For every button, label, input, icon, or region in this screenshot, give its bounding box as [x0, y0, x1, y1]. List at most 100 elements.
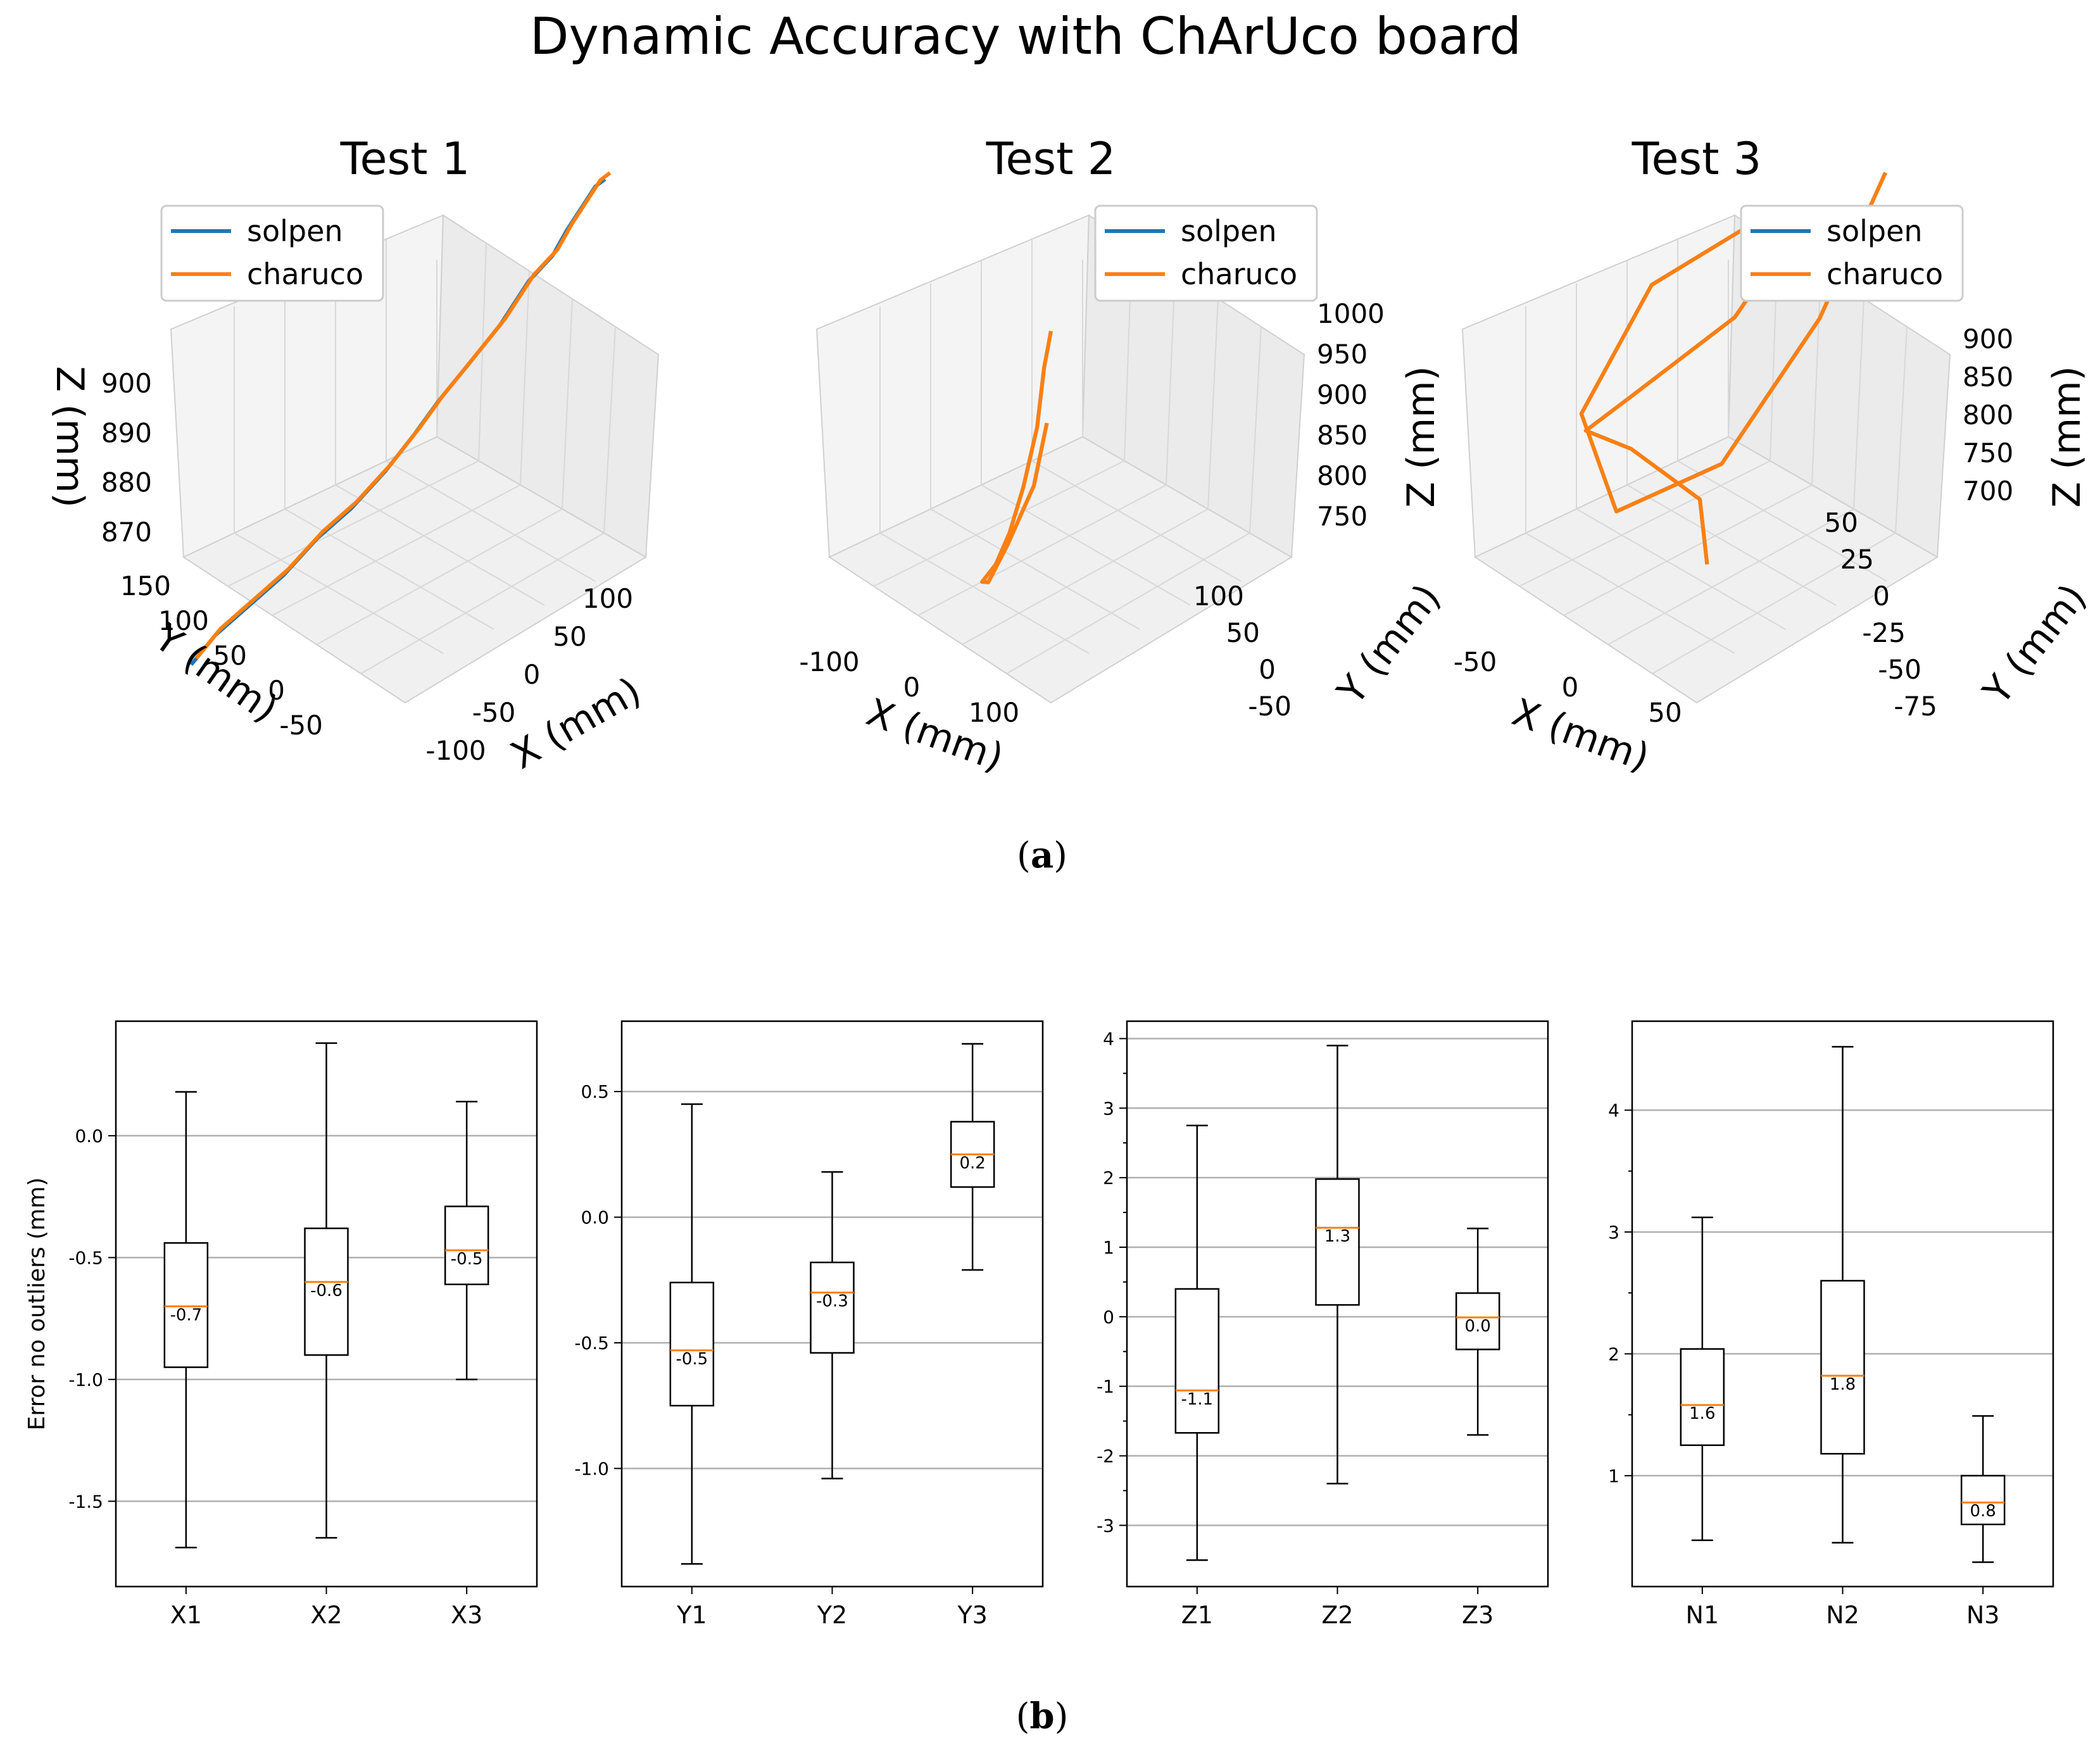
y-tick-label: 100 — [158, 605, 209, 636]
box-X1: -0.7 — [163, 1091, 209, 1549]
z-axis-label: Z (mm) — [47, 366, 92, 508]
caption-a: (a) — [1017, 834, 1067, 876]
z-tick-label: 800 — [1963, 399, 2013, 431]
z-axis-label: Z (mm) — [1399, 366, 1443, 508]
box-N3: 0.8 — [1960, 1415, 2006, 1563]
z-axis: 750 800 850 900 950 1000 Z (mm) — [1317, 298, 1443, 532]
boxplot-4: 1 2 3 4 1.6 N1 1.8 N2 0.8 N3 — [1608, 1020, 2054, 1629]
y-tick-label: 0 — [1103, 1307, 1114, 1328]
y-tick-label: -2 — [1097, 1446, 1114, 1467]
iqr-box — [669, 1281, 715, 1407]
x-tick-label: 0 — [903, 672, 921, 703]
box-Y3: 0.2 — [950, 1043, 995, 1271]
y-tick-label: 150 — [120, 570, 171, 601]
box-N2: 1.8 — [1820, 1046, 1865, 1544]
median-label: -0.6 — [310, 1281, 343, 1300]
x-tick-label: N3 — [1966, 1601, 2000, 1629]
x-tick-label: 0 — [1562, 672, 1579, 703]
x-tick-label: Z1 — [1181, 1601, 1213, 1629]
x-tick-label: -100 — [799, 646, 859, 677]
median-label: 1.6 — [1689, 1404, 1715, 1423]
y-tick-label: -75 — [1894, 691, 1937, 722]
panel-b-box-plots: -1.5 -1.0 -0.5 0.0 -0.7 X1 -0.6 X2 -0.5 X3 Error n… — [24, 1020, 2054, 1629]
panel-a-3d-plots: Test 1 solpen charuco 870 880 890 900 Z (mm) -10… — [47, 133, 2095, 780]
iqr-box — [1315, 1178, 1360, 1306]
y-tick-label: 50 — [213, 640, 247, 671]
z-tick-label: 700 — [1963, 475, 2013, 506]
figure-title: Dynamic Accuracy with ChArUco board — [530, 7, 1521, 66]
y-tick-label: 4 — [1103, 1028, 1114, 1049]
iqr-box — [444, 1205, 489, 1285]
x-tick-label: Y1 — [676, 1601, 707, 1629]
caption-b: (b) — [1016, 1695, 1069, 1737]
iqr-box — [1960, 1474, 2006, 1526]
median-label: -0.3 — [816, 1292, 848, 1311]
y-tick-label: 1 — [1608, 1466, 1619, 1487]
plot3d-title: Test 1 — [340, 133, 470, 185]
y-tick-label: 0 — [1259, 654, 1276, 685]
y-tick-label: -50 — [279, 710, 323, 741]
y-tick-label: 0.0 — [581, 1207, 609, 1228]
x-tick-label: 100 — [582, 583, 633, 614]
z-axis: 700 750 800 850 900 Z (mm) — [1963, 324, 2089, 508]
median-label: -0.5 — [676, 1350, 708, 1369]
x-tick-label: Y2 — [817, 1601, 847, 1629]
x-tick-label: -50 — [1454, 646, 1497, 677]
x-axis-label: X (mm) — [1507, 690, 1655, 780]
z-tick-label: 880 — [101, 467, 152, 498]
plot3d-test-3: Test 3 solpen charuco 700 750 800 850 900 Z (mm)… — [1454, 133, 2096, 780]
plot3d-test-2: Test 2solpencharuco7508008509009501000Z … — [799, 133, 1449, 780]
y-tick-label: 1 — [1103, 1237, 1114, 1258]
box-Z1: -1.1 — [1174, 1124, 1220, 1561]
x-tick-label: 0 — [524, 659, 541, 690]
legend-label-charuco: charuco — [247, 257, 363, 291]
y-tick-label: 2 — [1608, 1343, 1619, 1364]
legend-label-solpen: solpen — [247, 214, 343, 248]
z-tick-label: 800 — [1317, 460, 1368, 491]
legend-label-charuco: charuco — [1826, 257, 1943, 291]
y-tick-label: 0.5 — [581, 1081, 609, 1102]
x-tick-label: N1 — [1686, 1601, 1720, 1629]
y-tick-label: -1.0 — [68, 1369, 103, 1390]
legend: solpen charuco — [160, 204, 384, 302]
x-tick-label: Y3 — [957, 1601, 987, 1629]
iqr-box — [1680, 1348, 1725, 1446]
boxplot-1: -1.5 -1.0 -0.5 0.0 -0.7 X1 -0.6 X2 -0.5 X3 Error n… — [24, 1020, 538, 1629]
y-tick-label: 50 — [1226, 617, 1260, 648]
iqr-box — [163, 1242, 209, 1368]
median-label: 0.8 — [1970, 1502, 1996, 1521]
z-tick-label: 750 — [1317, 501, 1368, 532]
box-X3: -0.5 — [444, 1100, 489, 1381]
z-tick-label: 900 — [101, 368, 152, 399]
z-tick-label: 900 — [1963, 324, 2013, 355]
y-tick-label: 3 — [1103, 1098, 1114, 1119]
z-tick-label: 950 — [1317, 339, 1368, 370]
y-tick-label: -0.5 — [574, 1333, 609, 1354]
iqr-box — [1455, 1292, 1500, 1350]
y-axis-label: Error no outliers (mm) — [24, 1178, 50, 1431]
y-tick-label: 0 — [1873, 581, 1890, 612]
z-tick-label: 870 — [101, 517, 152, 548]
legend-label-charuco: charuco — [1181, 257, 1297, 291]
y-tick-label: -25 — [1862, 617, 1906, 648]
x-tick-label: 50 — [553, 621, 586, 652]
iqr-box — [1174, 1288, 1220, 1434]
series-line-charuco — [980, 330, 1053, 584]
y-axis-label: Y (mm) — [1328, 576, 1449, 714]
y-axis: -50 0 50 100 Y (mm) — [1193, 576, 1450, 722]
median-label: 1.8 — [1830, 1375, 1856, 1394]
z-axis-label: Z (mm) — [2045, 366, 2089, 508]
box-N1: 1.6 — [1680, 1216, 1725, 1542]
box-Y2: -0.3 — [810, 1171, 855, 1480]
plot3d-test-1: Test 1 solpen charuco 870 880 890 900 Z (mm) -10… — [47, 133, 660, 778]
x-tick-label: 100 — [969, 697, 1019, 728]
z-axis: 870 880 890 900 Z (mm) — [47, 366, 152, 548]
boxplot-3: -3 -2 -1 0 1 2 3 4 -1.1 Z1 1.3 Z2 0.0 Z3 — [1097, 1020, 1549, 1629]
y-tick-label: -50 — [1878, 654, 1921, 685]
iqr-box — [810, 1261, 855, 1354]
box-Z3: 0.0 — [1455, 1228, 1500, 1436]
box-Z2: 1.3 — [1315, 1045, 1360, 1485]
y-tick-label: -3 — [1097, 1515, 1114, 1536]
legend: solpen charuco — [1740, 204, 1964, 302]
